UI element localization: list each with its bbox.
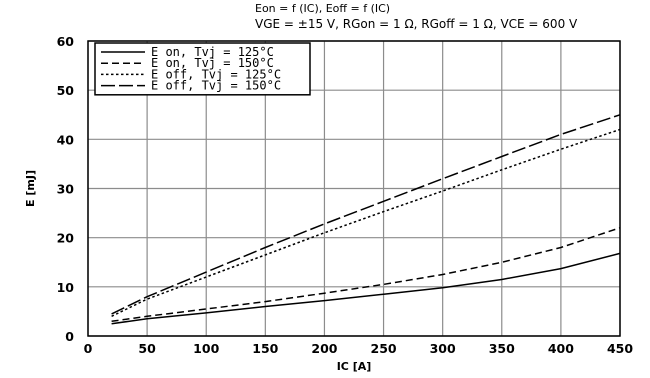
- y-tick-label: 50: [57, 83, 75, 98]
- legend: E on, Tvj = 125°CE on, Tvj = 150°CE off,…: [94, 42, 311, 96]
- chart-title-line-1: Eon = f (IC), Eoff = f (IC): [255, 2, 391, 15]
- x-tick-label: 50: [138, 341, 156, 356]
- legend-label: E off, Tvj = 150°C: [151, 79, 281, 93]
- tick-labels: 0 50 100 150 200 250 300 350 400 450 0 10 20 30 40 50 60: [57, 34, 634, 356]
- x-tick-label: 250: [371, 341, 397, 356]
- x-tick-label: 400: [548, 341, 574, 356]
- y-tick-label: 60: [57, 34, 75, 49]
- x-axis-label: IC [A]: [337, 360, 372, 373]
- x-tick-label: 200: [311, 341, 337, 356]
- plot-frame: [87, 40, 621, 337]
- y-tick-label: 40: [57, 132, 75, 147]
- y-axis-label: E [mJ]: [24, 170, 37, 207]
- series-line: [111, 128, 621, 317]
- x-tick-label: 350: [489, 341, 515, 356]
- legend-label: E on, Tvj = 125°C: [151, 45, 274, 59]
- chart-title-line-2: VGE = ±15 V, RGon = 1 Ω, RGoff = 1 Ω, VC…: [255, 17, 578, 31]
- series-line: [111, 114, 621, 315]
- series-line: [111, 252, 621, 325]
- x-tick-label: 100: [193, 341, 219, 356]
- x-tick-label: 150: [252, 341, 278, 356]
- y-tick-label: 10: [57, 280, 75, 295]
- legend-label: E off, Tvj = 125°C: [151, 67, 281, 81]
- legend-label: E on, Tvj = 150°C: [151, 56, 274, 70]
- x-tick-label: 450: [607, 341, 633, 356]
- series-lines: [111, 114, 621, 325]
- series-line: [111, 227, 621, 323]
- y-tick-label: 30: [57, 182, 75, 197]
- x-tick-label: 300: [430, 341, 456, 356]
- y-tick-label: 0: [65, 329, 74, 344]
- y-tick-label: 20: [57, 231, 75, 246]
- x-tick-label: 0: [84, 341, 93, 356]
